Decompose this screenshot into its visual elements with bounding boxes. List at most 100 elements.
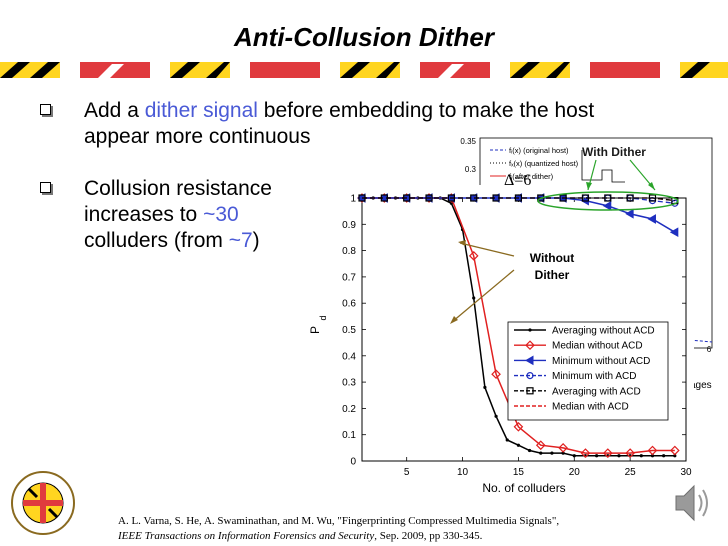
without-dither-label-2: Dither bbox=[535, 268, 570, 282]
series-line bbox=[362, 197, 675, 202]
data-point bbox=[602, 448, 613, 458]
y-tick-label: 0.2 bbox=[342, 404, 356, 415]
bullet1-line2: appear more continuous bbox=[84, 125, 311, 148]
y-axis-label: P bbox=[308, 326, 322, 334]
data-point bbox=[604, 194, 612, 202]
y-tick-label: 0.4 bbox=[342, 351, 356, 362]
bullet2-hl7: ~7 bbox=[228, 229, 253, 252]
data-point bbox=[513, 421, 524, 432]
bullet2-line3: colluders (from bbox=[84, 229, 229, 252]
annotations: With Dither Without Dither bbox=[450, 145, 679, 324]
data-point bbox=[561, 451, 565, 455]
x-tick-label: 20 bbox=[569, 467, 581, 478]
legend-label: Averaging without ACD bbox=[552, 326, 655, 337]
maryland-flag-banner bbox=[0, 62, 728, 78]
x-axis-label: No. of colluders bbox=[482, 481, 565, 495]
legend-label: Minimum without ACD bbox=[552, 356, 650, 367]
university-seal-logo bbox=[11, 471, 75, 535]
inset-axis-fragment: ages bbox=[690, 380, 712, 391]
bullet1-pre: Add a bbox=[84, 99, 145, 122]
data-point bbox=[483, 385, 487, 389]
data-point bbox=[626, 194, 634, 202]
data-point bbox=[472, 296, 476, 300]
without-dither-label-1: Without bbox=[530, 251, 575, 265]
bullet2-line3-post: ) bbox=[252, 229, 260, 252]
data-point bbox=[647, 445, 658, 456]
legend-marker bbox=[525, 340, 535, 351]
bullet-square-icon bbox=[40, 104, 51, 115]
bullet2-hl30: ~30 bbox=[203, 203, 239, 226]
with-dither-label: With Dither bbox=[582, 145, 646, 159]
data-point bbox=[505, 438, 509, 442]
data-point bbox=[539, 451, 543, 455]
data-point bbox=[492, 194, 500, 202]
data-point bbox=[558, 443, 568, 453]
x-tick-label: 5 bbox=[404, 467, 410, 478]
data-point bbox=[625, 208, 634, 219]
y-tick-label: 0.5 bbox=[342, 325, 356, 336]
data-point bbox=[403, 194, 411, 202]
legend-marker bbox=[526, 387, 534, 395]
detection-probability-chart: 0.35 0.3 fᵢ(x) (original host) fₓ(x) (qu… bbox=[304, 137, 713, 495]
with-dither-ellipse bbox=[537, 191, 679, 211]
inset-ytick: 0.35 bbox=[460, 137, 476, 146]
citation-authors: A. L. Varna, S. He, A. Swaminathan, and … bbox=[118, 515, 560, 527]
y-tick-label: 0.1 bbox=[342, 430, 356, 441]
data-point bbox=[550, 451, 554, 455]
legend-label: Minimum with ACD bbox=[552, 371, 636, 382]
data-point bbox=[527, 448, 532, 453]
y-tick-label: 1 bbox=[350, 194, 356, 205]
bullet2-line1: Collusion resistance bbox=[84, 177, 272, 200]
data-point bbox=[449, 201, 453, 205]
data-point bbox=[468, 251, 479, 261]
bullet2-line2: increases to bbox=[84, 203, 204, 226]
data-point bbox=[639, 454, 643, 458]
data-point bbox=[580, 448, 591, 458]
data-point bbox=[491, 369, 501, 380]
data-point bbox=[650, 454, 655, 458]
speaker-icon[interactable] bbox=[672, 478, 712, 528]
data-point bbox=[669, 227, 679, 238]
y-tick-label: 0.6 bbox=[342, 299, 356, 310]
data-point bbox=[516, 443, 521, 447]
x-tick-label: 30 bbox=[680, 467, 692, 478]
y-tick-label: 0.7 bbox=[342, 272, 356, 283]
inset-legend-item: fᵢ(x) (original host) bbox=[509, 146, 569, 155]
data-point bbox=[648, 194, 657, 202]
data-point bbox=[572, 454, 576, 458]
data-point bbox=[617, 454, 621, 458]
inset-ytick: 0.3 bbox=[465, 165, 477, 174]
inset-delta-label: Δ=6 bbox=[504, 172, 531, 189]
bullet-square-icon bbox=[40, 182, 51, 193]
citation: A. L. Varna, S. He, A. Swaminathan, and … bbox=[118, 514, 559, 544]
bullet1-post: before embedding to make the host bbox=[257, 99, 595, 122]
y-axis-label-subscript: d bbox=[318, 315, 328, 320]
y-tick-label: 0.8 bbox=[342, 246, 356, 257]
data-point bbox=[425, 194, 433, 202]
data-point bbox=[602, 201, 612, 211]
data-point bbox=[581, 194, 590, 202]
data-point bbox=[673, 454, 677, 458]
legend-marker bbox=[528, 328, 532, 332]
data-point bbox=[559, 194, 567, 202]
citation-journal: IEEE Transactions on Information Forensi… bbox=[118, 530, 375, 542]
x-tick-label: 15 bbox=[513, 467, 525, 478]
data-point bbox=[470, 194, 478, 202]
inset-legend-item: fᵢ(after dither) bbox=[509, 172, 554, 181]
y-tick-label: 0.3 bbox=[342, 378, 356, 389]
data-point bbox=[535, 440, 546, 451]
inset-legend-item: fₓ(x) (quantized host) bbox=[509, 159, 579, 168]
data-point bbox=[662, 454, 666, 458]
data-point bbox=[625, 448, 635, 458]
legend-label: Median with ACD bbox=[552, 402, 629, 413]
data-point bbox=[669, 445, 680, 456]
slide-title: Anti-Collusion Dither bbox=[234, 22, 494, 52]
legend-label: Averaging with ACD bbox=[552, 386, 641, 397]
data-point bbox=[514, 194, 523, 202]
data-point bbox=[358, 194, 366, 202]
data-point bbox=[647, 214, 656, 224]
citation-rest: , Sep. 2009, pp 330-345. bbox=[374, 530, 483, 542]
legend-marker bbox=[524, 355, 534, 366]
x-tick-label: 10 bbox=[457, 467, 469, 478]
data-point bbox=[595, 454, 599, 458]
